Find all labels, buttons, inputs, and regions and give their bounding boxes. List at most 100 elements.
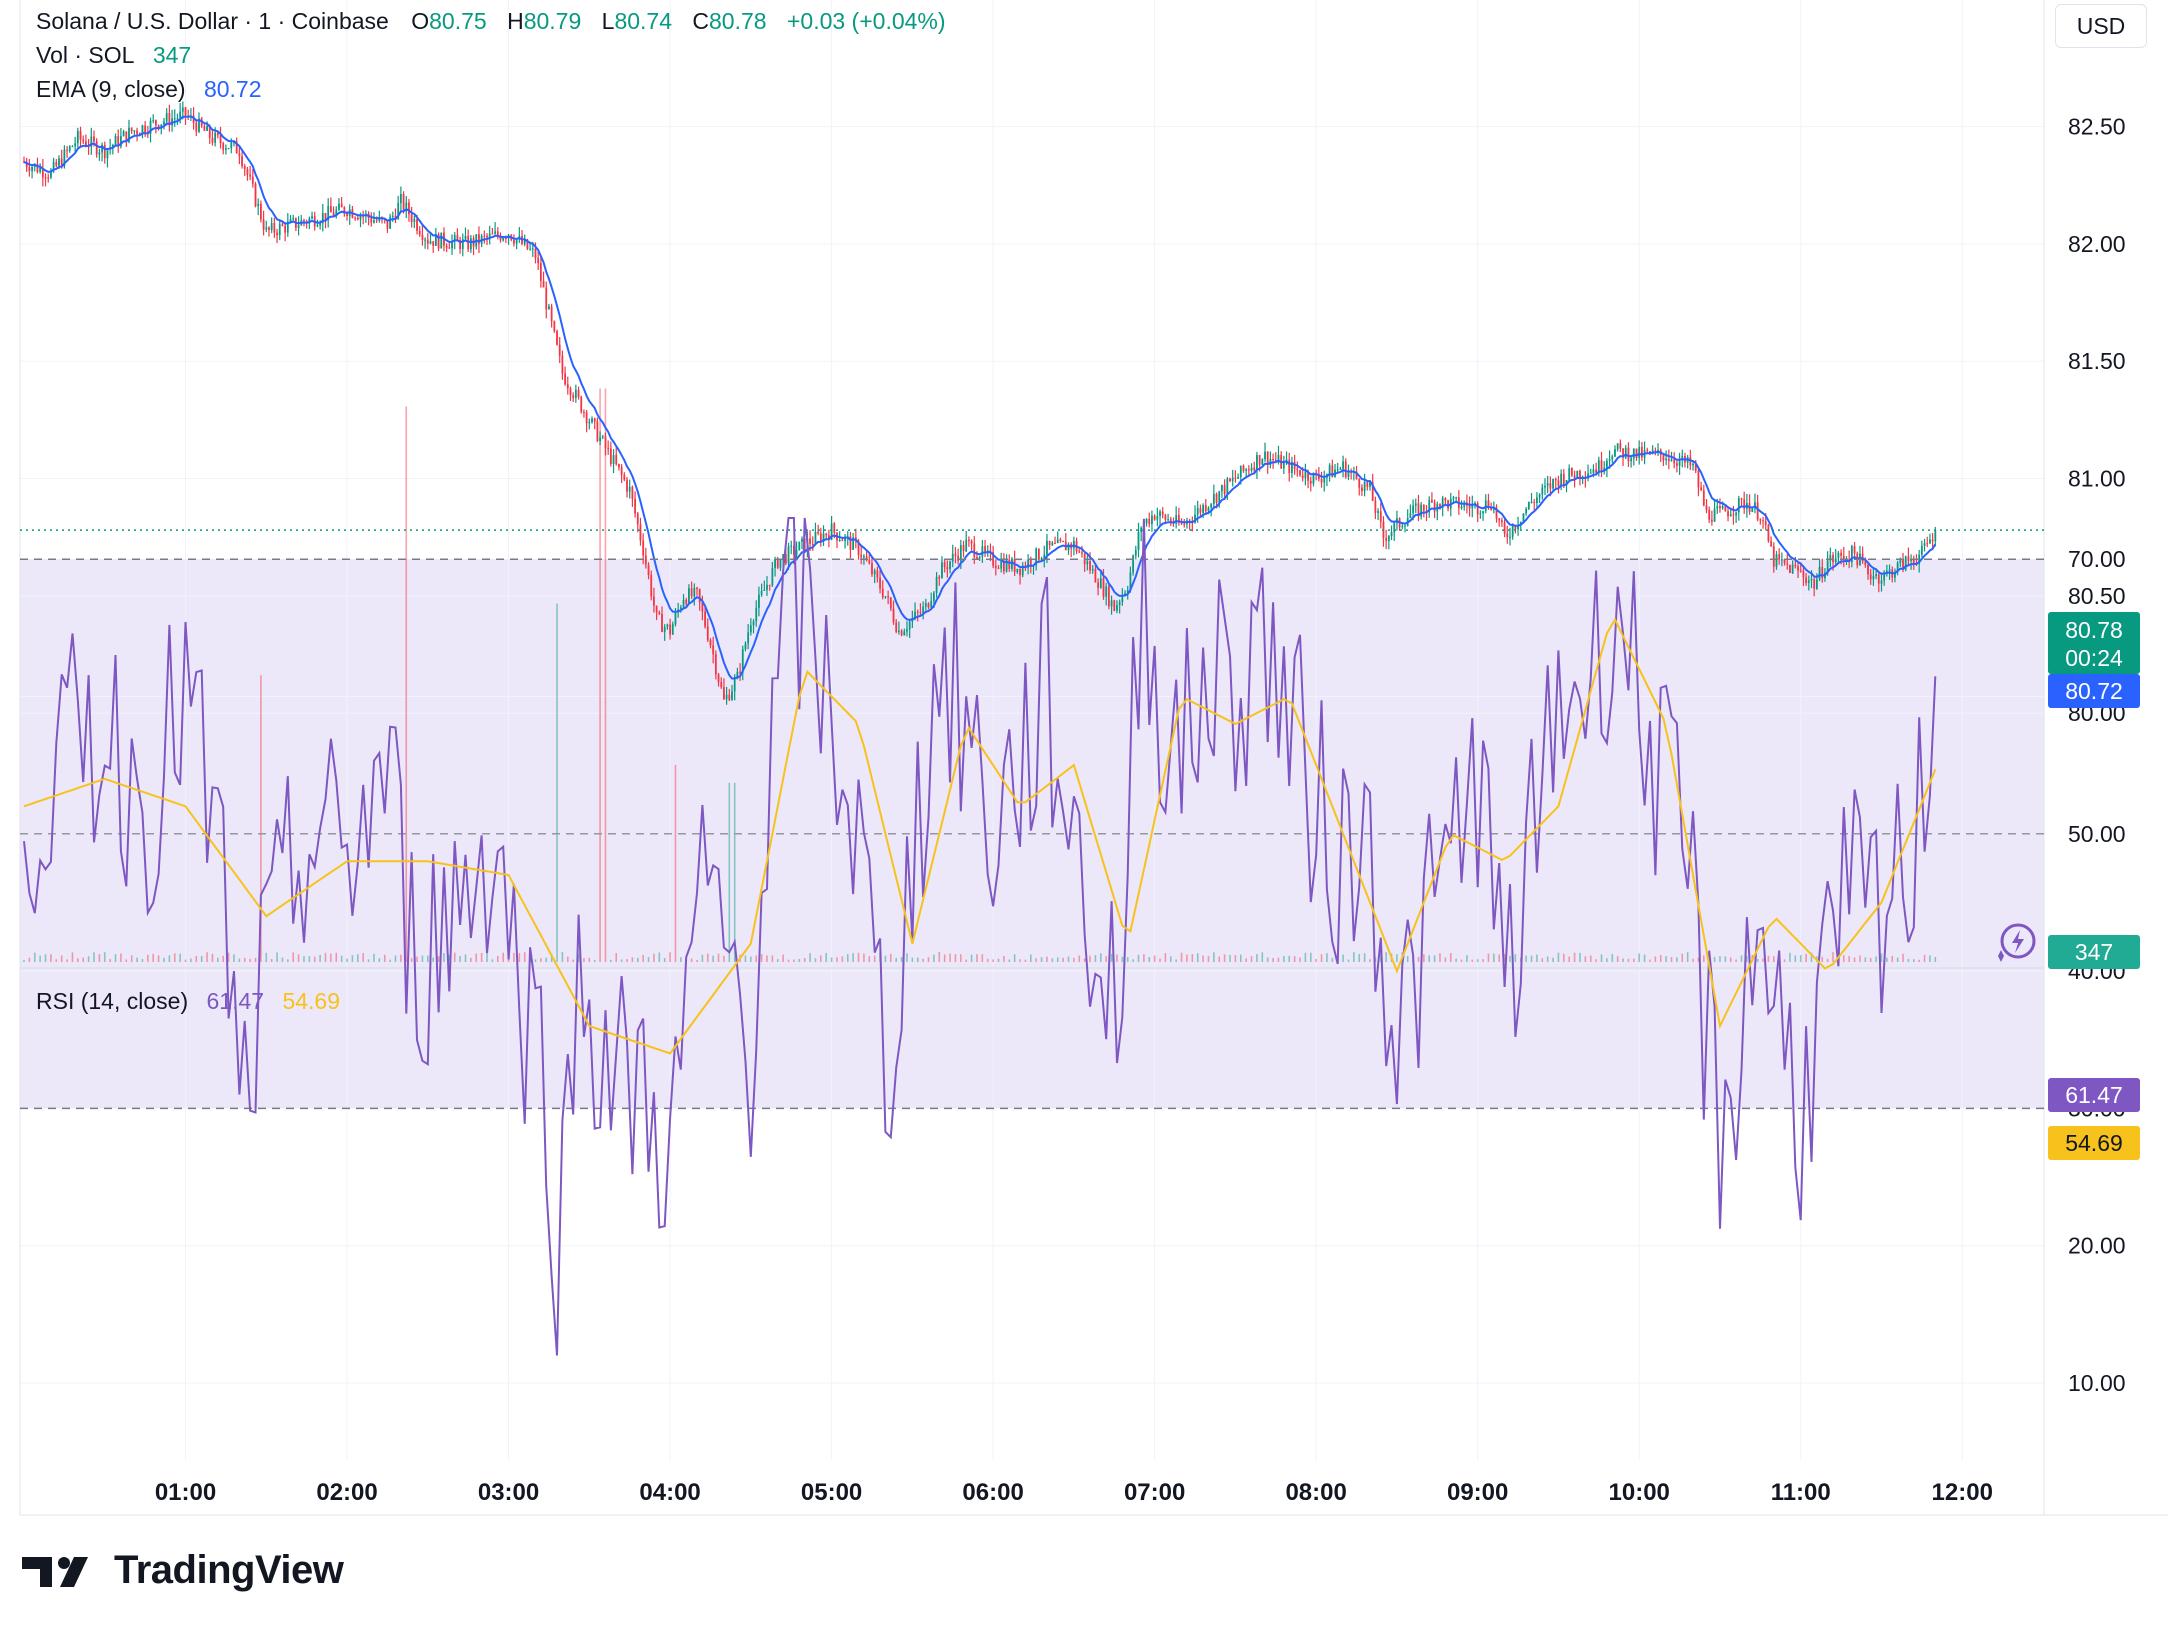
currency-button[interactable]: USD <box>2055 4 2147 48</box>
candle-body <box>671 624 674 635</box>
symbol-legend[interactable]: Solana / U.S. Dollar · 1 · Coinbase O80.… <box>36 8 948 35</box>
candle-body <box>1589 472 1592 474</box>
candle-body <box>669 624 671 635</box>
candle-body <box>849 536 852 550</box>
candle-body <box>569 388 572 396</box>
candle-body <box>1562 473 1565 486</box>
candle-body <box>1624 447 1627 458</box>
candle-body <box>881 588 884 598</box>
candle-body <box>515 239 518 244</box>
volume-bar <box>868 956 871 962</box>
volume-bar <box>1051 958 1054 962</box>
candle-body <box>157 125 160 129</box>
volume-bar <box>114 954 117 962</box>
candle-body <box>1040 558 1043 560</box>
candle-body <box>225 148 227 150</box>
candle-body <box>1266 451 1269 465</box>
candle-body <box>1929 539 1931 544</box>
candle-body <box>464 235 467 240</box>
candle-body <box>1124 593 1126 595</box>
lightning-icon[interactable] <box>1992 920 2038 966</box>
candle-body <box>758 594 760 608</box>
volume-bar <box>696 959 698 962</box>
candle-body <box>1234 477 1237 479</box>
candle-body <box>1328 465 1331 475</box>
volume-bar <box>195 955 198 962</box>
volume-bar <box>1046 956 1048 962</box>
candle-body <box>1885 570 1888 573</box>
candle-body <box>1910 559 1912 561</box>
close-label: C <box>692 8 710 34</box>
candle-body <box>1837 552 1840 559</box>
candle-body <box>1517 524 1519 530</box>
candle-body <box>932 592 935 601</box>
candle-body <box>1431 500 1433 503</box>
volume-bar <box>260 675 262 962</box>
volume-bar <box>776 959 779 962</box>
ema-label: EMA (9, close) <box>36 76 186 102</box>
candle-body <box>639 524 642 541</box>
candle-body <box>631 486 634 499</box>
candle-body <box>1156 516 1159 520</box>
volume-bar <box>330 953 332 962</box>
volume-bar <box>583 957 585 962</box>
volume-bar <box>1934 957 1937 962</box>
candle-body <box>1934 530 1937 542</box>
candle-body <box>1226 478 1229 495</box>
candle-body <box>1896 562 1899 573</box>
candle-body <box>1390 532 1393 536</box>
candle-body <box>1554 478 1557 481</box>
candle-body <box>1199 508 1202 513</box>
volume-bar <box>1169 956 1172 962</box>
volume-bar <box>1423 954 1425 962</box>
volume-bar <box>830 957 833 962</box>
candle-body <box>1159 511 1161 517</box>
candle-body <box>125 131 128 142</box>
candle-body <box>1818 567 1821 580</box>
candle-body <box>1867 565 1869 575</box>
volume-bar <box>249 958 251 962</box>
volume-tag: 347 <box>2048 935 2140 969</box>
volume-bar <box>346 958 348 962</box>
volume-bar <box>1503 953 1506 962</box>
ema-legend[interactable]: EMA (9, close) 80.72 <box>36 76 264 103</box>
close-value: 80.78 <box>709 8 767 34</box>
candle-body <box>741 649 744 673</box>
volume-legend[interactable]: Vol · SOL 347 <box>36 42 193 69</box>
volume-bar <box>394 955 397 962</box>
candle-body <box>1366 482 1369 487</box>
volume-bar <box>981 954 984 962</box>
volume-bar <box>1902 953 1904 962</box>
candle-body <box>1054 542 1056 544</box>
low-value: 80.74 <box>614 8 672 34</box>
volume-bar <box>1191 954 1194 962</box>
candle-body <box>1412 505 1414 514</box>
volume-bar <box>357 954 359 962</box>
volume-bar <box>437 956 440 962</box>
candle-body <box>860 554 863 558</box>
candle-body <box>494 231 496 234</box>
price-tick-label: 81.00 <box>2068 466 2126 492</box>
candle-body <box>1121 594 1124 602</box>
candle-body <box>429 241 432 244</box>
tradingview-logo[interactable]: TradingView <box>22 1548 344 1593</box>
volume-bar <box>723 955 725 962</box>
change-value: +0.03 (+0.04%) <box>786 8 946 34</box>
candle-body <box>1842 555 1845 561</box>
volume-bar <box>1433 955 1436 962</box>
candle-body <box>60 158 63 167</box>
candle-body <box>1102 578 1105 597</box>
volume-bar <box>168 955 171 962</box>
volume-bar <box>416 956 418 962</box>
candle-body <box>130 127 133 132</box>
candle-body <box>776 558 779 568</box>
candle-body <box>163 121 165 125</box>
candle-body <box>1202 505 1204 513</box>
rsi-legend[interactable]: RSI (14, close) 61.47 54.69 <box>36 988 342 1015</box>
candle-body <box>1307 471 1309 481</box>
volume-bar <box>787 959 790 962</box>
volume-bar <box>448 955 451 962</box>
volume-bar <box>1466 955 1468 962</box>
candle-body <box>698 589 701 603</box>
